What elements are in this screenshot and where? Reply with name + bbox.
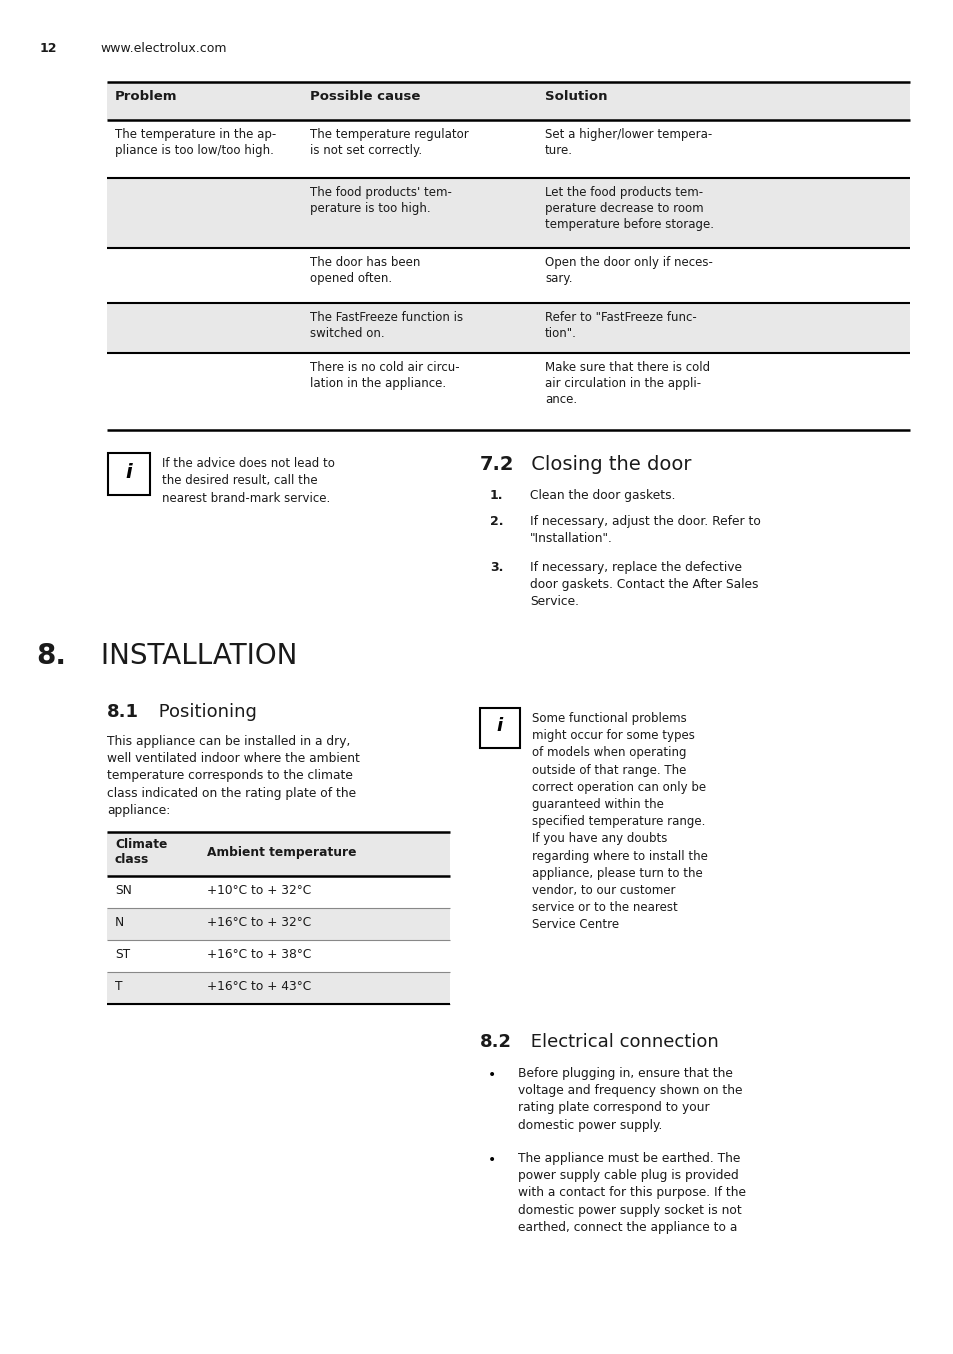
Text: +16°C to + 32°C: +16°C to + 32°C xyxy=(207,917,311,929)
Text: Before plugging in, ensure that the
voltage and frequency shown on the
rating pl: Before plugging in, ensure that the volt… xyxy=(517,1067,741,1132)
Text: 2.: 2. xyxy=(490,515,503,528)
Text: +16°C to + 43°C: +16°C to + 43°C xyxy=(207,980,311,992)
Text: SN: SN xyxy=(115,884,132,896)
Text: Closing the door: Closing the door xyxy=(524,455,691,474)
Text: Set a higher/lower tempera-
ture.: Set a higher/lower tempera- ture. xyxy=(544,129,712,157)
Text: Solution: Solution xyxy=(544,89,607,103)
Text: 12: 12 xyxy=(40,42,57,56)
Text: Let the food products tem-
perature decrease to room
temperature before storage.: Let the food products tem- perature decr… xyxy=(544,185,713,232)
Bar xyxy=(108,454,150,496)
Text: The FastFreeze function is
switched on.: The FastFreeze function is switched on. xyxy=(310,311,462,340)
Text: The temperature in the ap-
pliance is too low/too high.: The temperature in the ap- pliance is to… xyxy=(115,129,276,157)
Bar xyxy=(107,177,909,248)
Bar xyxy=(107,83,909,121)
Text: There is no cold air circu-
lation in the appliance.: There is no cold air circu- lation in th… xyxy=(310,362,459,390)
Text: This appliance can be installed in a dry,
well ventilated indoor where the ambie: This appliance can be installed in a dry… xyxy=(107,735,359,816)
Text: Problem: Problem xyxy=(115,89,177,103)
Text: Make sure that there is cold
air circulation in the appli-
ance.: Make sure that there is cold air circula… xyxy=(544,362,709,406)
Bar xyxy=(107,972,450,1005)
Text: 1.: 1. xyxy=(490,489,503,502)
Text: 8.2: 8.2 xyxy=(479,1033,512,1051)
Text: i: i xyxy=(126,463,132,482)
Text: +16°C to + 38°C: +16°C to + 38°C xyxy=(207,948,311,961)
Bar xyxy=(107,940,450,972)
Text: 8.1: 8.1 xyxy=(107,703,139,720)
Text: The door has been
opened often.: The door has been opened often. xyxy=(310,256,420,284)
Text: Refer to "FastFreeze func-
tion".: Refer to "FastFreeze func- tion". xyxy=(544,311,696,340)
Text: Some functional problems
might occur for some types
of models when operating
out: Some functional problems might occur for… xyxy=(532,712,707,932)
Bar xyxy=(107,121,909,177)
Text: 3.: 3. xyxy=(490,561,503,574)
Text: The temperature regulator
is not set correctly.: The temperature regulator is not set cor… xyxy=(310,129,468,157)
Text: Open the door only if neces-
sary.: Open the door only if neces- sary. xyxy=(544,256,712,284)
Bar xyxy=(107,303,909,353)
Bar xyxy=(107,248,909,303)
Text: N: N xyxy=(115,917,124,929)
Text: 7.2: 7.2 xyxy=(479,455,514,474)
Text: i: i xyxy=(497,718,502,735)
Text: The appliance must be earthed. The
power supply cable plug is provided
with a co: The appliance must be earthed. The power… xyxy=(517,1152,745,1233)
Text: +10°C to + 32°C: +10°C to + 32°C xyxy=(207,884,311,896)
Text: Climate
class: Climate class xyxy=(115,838,167,867)
Text: Positioning: Positioning xyxy=(152,703,256,720)
Text: Ambient temperature: Ambient temperature xyxy=(207,846,356,858)
Bar xyxy=(107,83,909,431)
Bar xyxy=(479,708,519,747)
Text: •: • xyxy=(488,1068,496,1082)
Text: INSTALLATION: INSTALLATION xyxy=(91,642,297,670)
Text: The food products' tem-
perature is too high.: The food products' tem- perature is too … xyxy=(310,185,452,215)
Text: If necessary, adjust the door. Refer to
"Installation".: If necessary, adjust the door. Refer to … xyxy=(530,515,760,546)
Text: Electrical connection: Electrical connection xyxy=(524,1033,718,1051)
Bar xyxy=(107,909,450,940)
Text: 8.: 8. xyxy=(36,642,66,670)
Text: •: • xyxy=(488,1154,496,1167)
Text: If necessary, replace the defective
door gaskets. Contact the After Sales
Servic: If necessary, replace the defective door… xyxy=(530,561,758,608)
Text: If the advice does not lead to
the desired result, call the
nearest brand-mark s: If the advice does not lead to the desir… xyxy=(162,458,335,505)
Text: Possible cause: Possible cause xyxy=(310,89,420,103)
Bar xyxy=(107,831,450,876)
Text: Clean the door gaskets.: Clean the door gaskets. xyxy=(530,489,675,502)
Bar xyxy=(107,353,909,431)
Text: ST: ST xyxy=(115,948,130,961)
Bar xyxy=(107,876,450,909)
Text: www.electrolux.com: www.electrolux.com xyxy=(100,42,226,56)
Text: T: T xyxy=(115,980,122,992)
